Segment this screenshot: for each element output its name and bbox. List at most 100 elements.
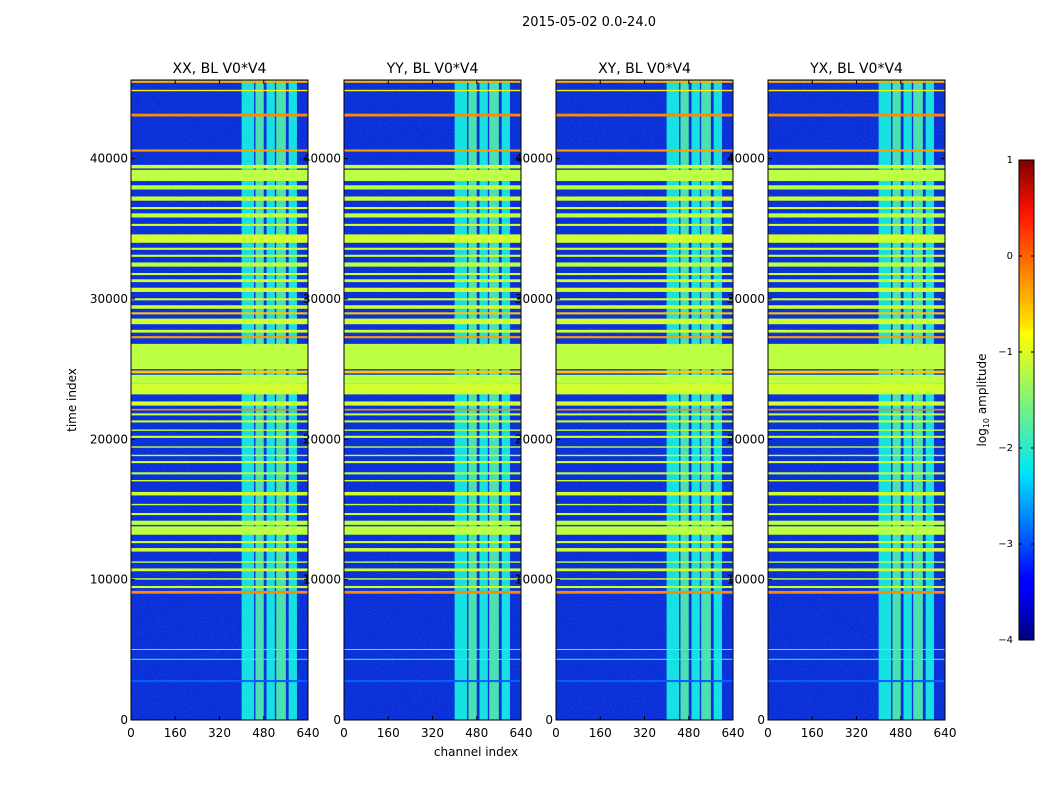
x-tick-label: 640 [510,726,533,740]
x-tick-label: 0 [340,726,348,740]
time-row-band [556,305,733,309]
colorbar-gradient [1018,159,1035,641]
panels-group: XX, BL V0*V4 0 160 320 480 640 0 10000 20000 3000… [90,61,957,740]
y-tick-label: 40000 [515,152,553,166]
time-row-band [344,318,521,325]
time-row-band [344,370,521,374]
time-row-band [131,223,308,226]
time-row-band [768,312,945,315]
time-row-band [768,149,945,152]
time-row-band [556,568,733,572]
time-row-band [344,548,521,552]
time-row-band [131,658,308,660]
time-row-band [344,287,521,292]
time-row-band [768,343,945,370]
time-row-band [556,408,733,411]
panel-0: XX, BL V0*V4 0 160 320 480 640 0 10000 20000 3000… [90,61,320,740]
time-row-band [768,272,945,276]
x-tick-label: 640 [934,726,957,740]
channel-band [913,80,923,720]
time-row-band [344,234,521,243]
time-row-band [556,113,733,117]
channel-band [489,80,499,720]
time-row-band [768,305,945,309]
time-row-band [344,472,521,475]
time-row-band [768,413,945,416]
time-row-band [131,247,308,250]
x-tick-label: 320 [208,726,231,740]
time-row-band [768,454,945,457]
time-row-band [768,234,945,243]
colorbar-tick-label: −3 [998,539,1013,550]
time-row-band [768,590,945,594]
time-row-band [768,408,945,411]
time-row-band [344,169,521,182]
y-tick-label: 10000 [90,573,128,587]
time-row-band [344,383,521,395]
time-row-band [556,503,733,506]
x-tick-label: 160 [589,726,612,740]
time-row-band [768,491,945,496]
y-tick-label: 20000 [727,432,765,446]
y-axis-label: time index [65,368,79,432]
time-row-band [131,401,308,406]
time-row-band [768,541,945,544]
time-row-band [131,207,308,210]
time-row-band [344,298,521,301]
time-row-band [131,561,308,563]
time-row-band [556,272,733,276]
time-row-band [131,196,308,201]
time-row-band [131,435,308,438]
time-row-band [556,370,733,374]
time-row-band [344,561,521,563]
y-tick-label: 10000 [303,573,341,587]
y-tick-label: 30000 [303,292,341,306]
time-row-band [556,383,733,395]
time-row-band [768,336,945,339]
time-row-band [556,254,733,257]
colorbar-tick-label: 0 [1007,251,1013,262]
time-row-band [344,89,521,92]
time-row-band [556,435,733,438]
y-tick-label: 10000 [515,573,553,587]
colorbar: 1 0 −1 −2 −3 −4 log10 amplitude [975,155,1035,646]
x-tick-label: 320 [845,726,868,740]
time-row-band [556,461,733,464]
time-row-band [131,287,308,292]
time-row-band [131,279,308,283]
panel-title: XX, BL V0*V4 [173,61,267,77]
x-axis-label: channel index [434,745,518,759]
time-row-band [768,680,945,683]
time-row-band [344,312,521,315]
time-row-band [344,658,521,660]
y-tick-label: 10000 [727,573,765,587]
panel-title: YX, BL V0*V4 [809,61,903,77]
time-row-band [344,374,521,384]
time-row-band [131,272,308,276]
time-row-band [556,298,733,301]
x-tick-label: 320 [421,726,444,740]
time-row-band [556,472,733,475]
time-row-band [344,446,521,448]
time-row-band [131,568,308,572]
panel-3: YX, BL V0*V4 0 160 320 480 640 0 10000 20000 3000… [727,61,957,740]
time-row-band [131,370,308,374]
panel-title: YY, BL V0*V4 [386,61,479,77]
time-row-band [768,658,945,660]
time-row-band [344,185,521,190]
time-row-band [131,680,308,683]
time-row-band [344,541,521,544]
time-row-band [131,648,308,650]
y-tick-label: 20000 [90,432,128,446]
time-row-band [768,298,945,301]
time-row-band [344,164,521,169]
time-row-band [344,305,521,309]
time-row-band [556,207,733,210]
time-row-band [344,343,521,370]
panel-title: XY, BL V0*V4 [598,61,691,77]
time-row-band [556,548,733,552]
figure-title: 2015-05-02 0.0-24.0 [522,15,656,30]
x-tick-label: 160 [164,726,187,740]
time-row-band [344,512,521,516]
time-row-band [131,185,308,190]
